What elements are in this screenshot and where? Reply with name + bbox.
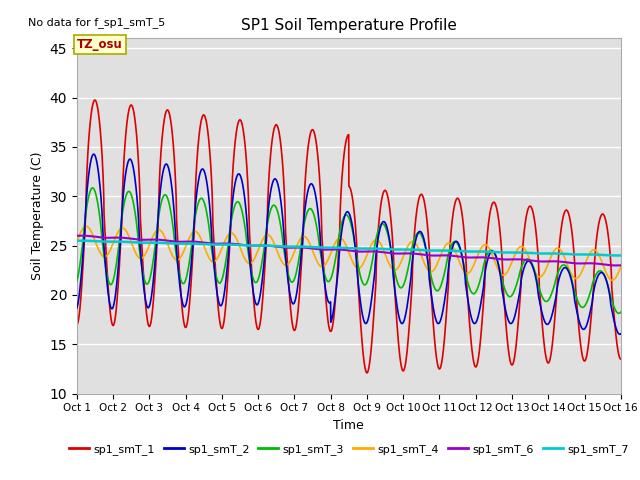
Legend: sp1_smT_1, sp1_smT_2, sp1_smT_3, sp1_smT_4, sp1_smT_6, sp1_smT_7: sp1_smT_1, sp1_smT_2, sp1_smT_3, sp1_smT… xyxy=(65,439,633,459)
X-axis label: Time: Time xyxy=(333,419,364,432)
Text: No data for f_sp1_smT_5: No data for f_sp1_smT_5 xyxy=(28,17,165,28)
Y-axis label: Soil Temperature (C): Soil Temperature (C) xyxy=(31,152,44,280)
Title: SP1 Soil Temperature Profile: SP1 Soil Temperature Profile xyxy=(241,18,457,33)
Text: TZ_osu: TZ_osu xyxy=(77,38,122,51)
